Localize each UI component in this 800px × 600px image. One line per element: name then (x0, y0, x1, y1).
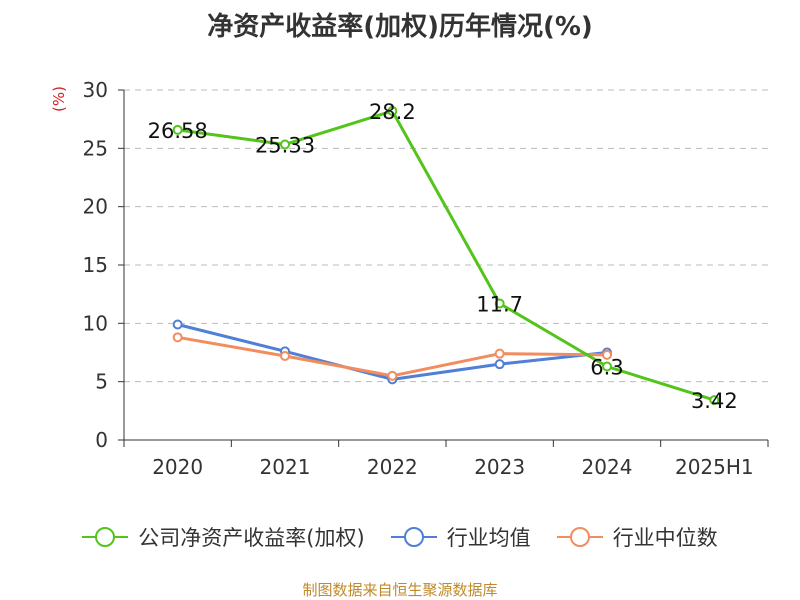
y-tick-label: 30 (83, 78, 108, 102)
x-tick-label: 2025H1 (675, 455, 754, 479)
data-point (172, 124, 183, 135)
series-line (177, 335, 608, 378)
legend: 公司净资产收益率(加权) 行业均值 行业中位数 (0, 522, 800, 552)
data-point (602, 349, 612, 360)
legend-swatch-industry-median (556, 525, 603, 549)
legend-label-company: 公司净资产收益率(加权) (138, 526, 365, 550)
x-tick-label: 2020 (152, 455, 203, 479)
data-point (387, 370, 398, 381)
y-tick-label: 15 (83, 253, 108, 277)
data-point (387, 106, 398, 116)
data-point (494, 298, 505, 309)
data-point (280, 139, 290, 150)
y-tick-label: 25 (83, 136, 108, 160)
legend-label-industry-average: 行业均值 (446, 526, 531, 550)
data-point (602, 361, 612, 372)
series-line (177, 109, 715, 402)
data-point (709, 395, 720, 406)
legend-item-company[interactable]: 公司净资产收益率(加权) (82, 522, 365, 552)
data-label: 26.58 (148, 119, 208, 143)
x-tick-label: 2023 (474, 455, 525, 479)
data-label: 28.2 (369, 100, 416, 124)
data-label: 11.7 (476, 293, 523, 317)
legend-swatch-industry-average (390, 525, 437, 549)
data-point (172, 319, 183, 330)
x-tick-label: 2021 (260, 455, 311, 479)
legend-swatch-company (82, 525, 129, 549)
legend-label-industry-median: 行业中位数 (612, 526, 718, 550)
data-source-note: 制图数据来自恒生聚源数据库 (302, 581, 498, 599)
y-tick-label: 10 (83, 311, 108, 335)
data-label: 25.33 (255, 133, 315, 157)
data-label: 6.3 (590, 356, 623, 380)
x-tick-label: 2022 (367, 455, 418, 479)
data-point (494, 348, 505, 359)
chart-title: 净资产收益率(加权)历年情况(%) (207, 12, 593, 42)
y-tick-label: 0 (95, 428, 108, 452)
data-point (280, 351, 290, 361)
data-label: 3.42 (691, 389, 738, 413)
y-tick-label: 5 (95, 370, 108, 394)
legend-item-industry-median[interactable]: 行业中位数 (556, 522, 718, 552)
data-point (172, 332, 183, 343)
x-tick-label: 2024 (582, 455, 633, 479)
y-tick-label: 20 (83, 195, 108, 219)
legend-item-industry-average[interactable]: 行业均值 (390, 522, 531, 552)
data-point (494, 359, 505, 370)
